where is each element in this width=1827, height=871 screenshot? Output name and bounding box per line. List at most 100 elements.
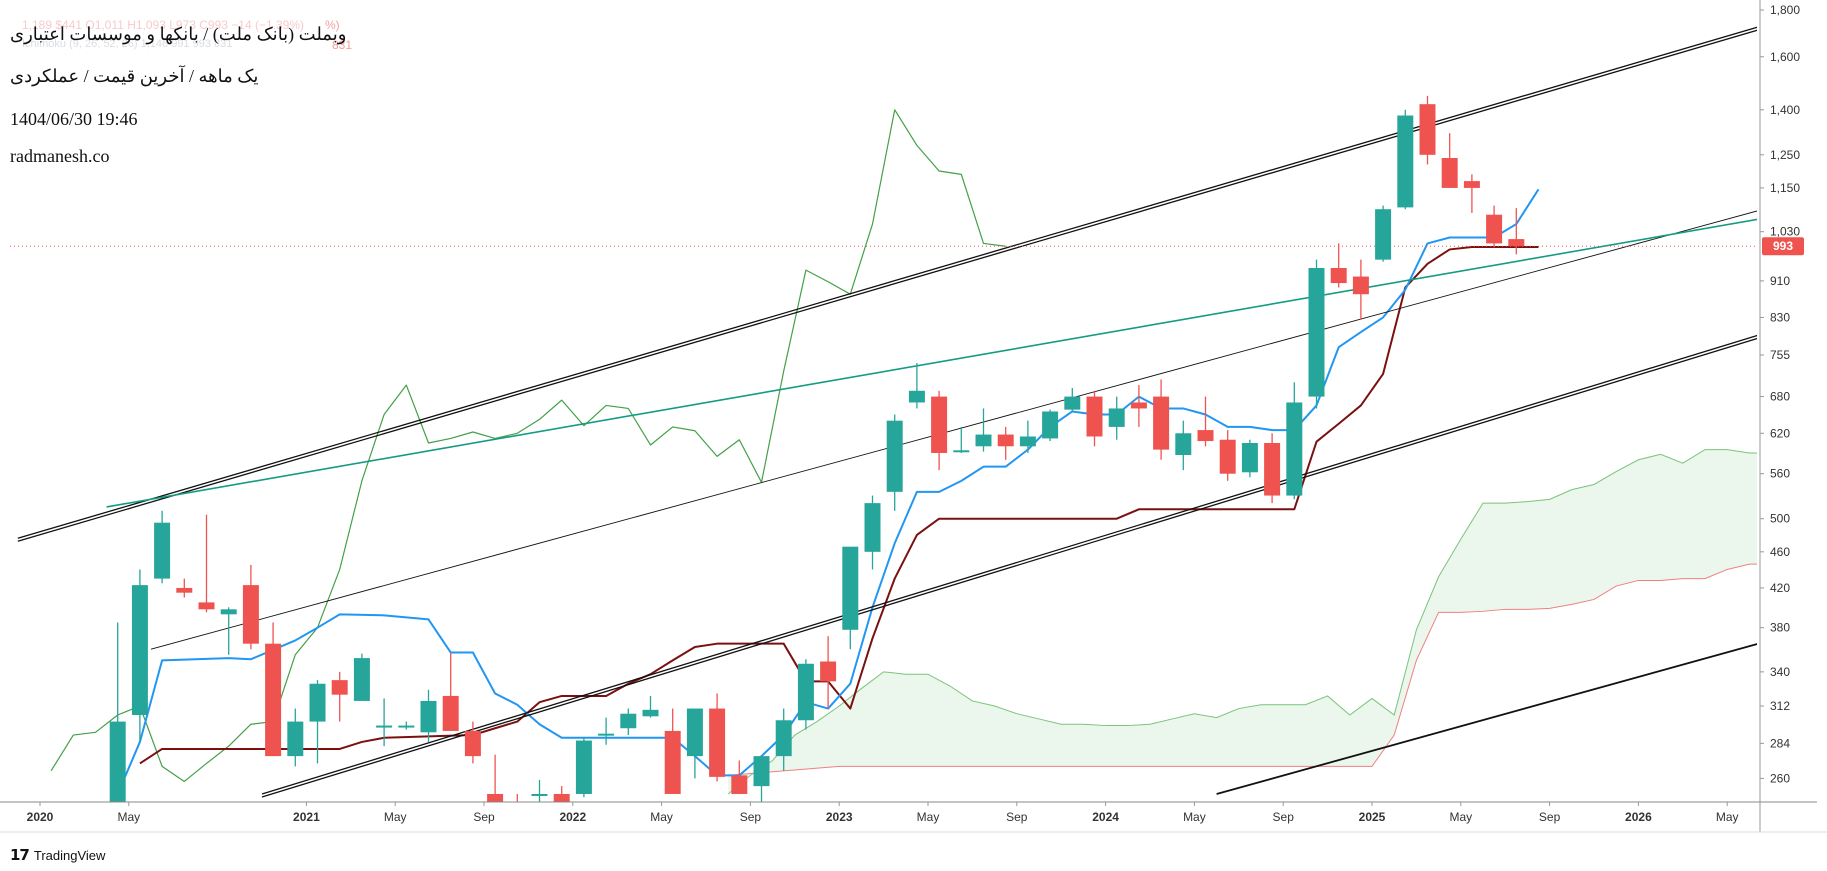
candle-body [487, 793, 504, 802]
candle-body [753, 756, 770, 787]
candle-body [198, 602, 215, 610]
candle [1375, 205, 1392, 262]
candle [709, 693, 726, 782]
last-price-tag [1762, 237, 1804, 256]
span-b-value-ghost: 831 [332, 38, 353, 52]
candle-body [1308, 268, 1325, 397]
candle [686, 708, 703, 779]
candle-body [1397, 115, 1414, 208]
candle [797, 659, 814, 730]
time-tick-label: Sep [473, 810, 495, 824]
candle-body [1197, 430, 1214, 442]
last-price-tag-label: 993 [1773, 239, 1793, 253]
candle-body [1064, 396, 1081, 410]
candle [620, 708, 637, 736]
candle [1197, 396, 1214, 447]
candle-body [265, 643, 282, 757]
candle-body [1086, 396, 1103, 437]
candle-body [620, 713, 637, 729]
candle-body [709, 708, 726, 777]
axes: 260 284 312 340 380 420 460 500 560 620 680 755 830 9… [0, 0, 1827, 833]
candle-body [1042, 411, 1059, 439]
candle [420, 689, 437, 742]
candle [953, 426, 970, 453]
price-tick-label: 910 [1770, 274, 1790, 288]
candle [931, 390, 948, 471]
candle [176, 578, 193, 598]
time-tick-label: 2021 [293, 810, 320, 824]
price-tick-label: 560 [1770, 467, 1790, 481]
candle [753, 756, 770, 802]
candle-body [1175, 433, 1192, 455]
candlesticks [109, 95, 1525, 807]
candle [131, 569, 148, 742]
candle [1508, 208, 1525, 255]
tradingview-brand[interactable]: 𝟭𝟳 TradingView [10, 846, 105, 864]
candle-body [1130, 402, 1147, 409]
time-tick-label: Sep [1539, 810, 1561, 824]
candle-body [931, 396, 948, 453]
candle [1330, 243, 1347, 288]
price-tick-label: 312 [1770, 699, 1790, 713]
ohlc-legend-ghost: 1,189 $441 O1,011 H1,093 L973 C993 −14 (… [22, 18, 304, 32]
price-tick-label: 1,250 [1770, 148, 1800, 162]
candle [975, 408, 992, 452]
candle-body [1486, 214, 1503, 244]
candle [487, 754, 504, 802]
candle-body [131, 585, 148, 716]
candle [1419, 95, 1436, 165]
time-tick-label: Sep [740, 810, 762, 824]
time-tick-label: May [384, 810, 407, 824]
candle [109, 622, 126, 802]
time-tick-label: 2024 [1092, 810, 1119, 824]
time-tick-label: 2023 [826, 810, 853, 824]
candle [1486, 205, 1503, 248]
candle-body [1241, 443, 1258, 473]
candle-body [176, 587, 193, 593]
candle [1042, 409, 1059, 442]
time-tick-label: May [917, 810, 940, 824]
ichimoku-cloud [727, 449, 1757, 795]
price-tick-label: 460 [1770, 545, 1790, 559]
trend-lines[interactable] [10, 10, 1816, 798]
candle [908, 363, 925, 409]
tenkan-sen-line [116, 188, 1540, 795]
price-tick-label: 284 [1770, 736, 1790, 750]
candle-body [242, 585, 259, 644]
candle-body [1441, 158, 1458, 188]
candle-body [287, 721, 304, 757]
candle [287, 708, 304, 767]
channel-bottom-trendline [1216, 643, 1757, 795]
time-tick-label: May [1716, 810, 1739, 824]
candle-body [154, 522, 171, 579]
candle-body [1508, 239, 1525, 247]
candle-body [1286, 402, 1303, 496]
candle-body [1375, 209, 1392, 260]
candle [1130, 385, 1147, 427]
candle-body [598, 733, 615, 736]
channel-lower-trendline-second [261, 337, 1757, 798]
time-tick-label: 2026 [1625, 810, 1652, 824]
candle [1397, 109, 1414, 210]
candle-body [1019, 436, 1036, 447]
price-tick-label: 340 [1770, 665, 1790, 679]
price-tick-label: 260 [1770, 771, 1790, 785]
candle-body [220, 609, 237, 615]
candle-body [331, 680, 348, 695]
candle-body [553, 793, 570, 802]
price-tick-label: 620 [1770, 426, 1790, 440]
channel-upper-trendline-second [17, 29, 1757, 542]
candle [1086, 390, 1103, 447]
tradingview-logo-icon: 𝟭𝟳 [10, 847, 30, 864]
candle-body [731, 775, 748, 794]
candle-body [886, 420, 903, 492]
candle-body [664, 730, 681, 794]
candle [1153, 379, 1170, 460]
price-tick-label: 680 [1770, 390, 1790, 404]
senkou-span-a-line [727, 449, 1757, 795]
time-tick-label: 2022 [559, 810, 586, 824]
candle-body [1463, 181, 1480, 188]
candle-body [509, 802, 525, 807]
candle [1108, 396, 1125, 440]
